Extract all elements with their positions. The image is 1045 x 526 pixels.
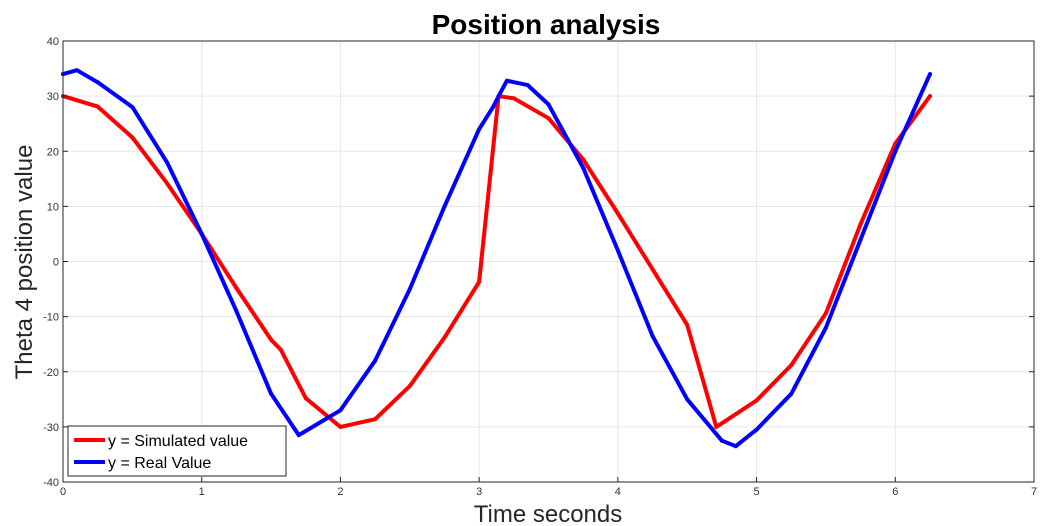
data-point-simulated [685,322,690,327]
data-point-real [546,102,551,107]
data-point-simulated [303,396,308,401]
data-point-simulated [95,104,100,109]
data-point-simulated [714,424,719,429]
data-point-real [754,427,759,432]
data-point-simulated [234,286,239,290]
x-tick-label: 7 [1031,486,1037,498]
x-tick-label: 4 [615,486,621,498]
data-point-simulated [823,311,828,316]
data-point-real [234,309,239,314]
data-point-simulated [130,135,135,140]
data-point-real [373,358,378,363]
data-point-real [74,68,79,73]
x-tick-label: 5 [754,486,760,498]
data-point-simulated [928,94,932,99]
data-point-real [269,391,274,396]
data-point-real [199,231,204,236]
chart-title: Position analysis [432,9,661,40]
data-point-simulated [278,347,283,352]
data-point-real [491,105,495,110]
data-point-real [477,127,482,132]
data-point-simulated [511,96,516,101]
y-tick-label: -20 [43,367,59,379]
x-tick-label: 3 [476,486,482,498]
legend-label-simulated: y = Simulated value [108,433,248,450]
data-point-simulated [581,157,586,162]
data-point-simulated [407,384,412,389]
data-point-simulated [650,267,655,272]
series-layer [61,68,932,449]
x-tick-label: 0 [60,486,66,498]
x-tick-label: 6 [892,486,898,498]
data-point-real [95,80,100,85]
data-point-real [442,204,447,209]
data-point-simulated [546,116,551,121]
x-tick-label: 2 [337,486,343,498]
data-point-real [581,165,586,170]
y-tick-label: 30 [47,91,59,103]
y-tick-label: -30 [43,422,59,434]
x-axis-label: Time seconds [474,501,623,526]
data-point-real [858,237,863,242]
data-point-real [733,444,738,449]
data-point-simulated [858,222,863,226]
grid-layer [63,41,1034,482]
y-tick-label: 20 [47,146,59,158]
tick-layer: 0 1 2 3 4 5 6 7 40 30 20 10 0 -10 -20 -30 -40 [43,36,1037,498]
y-axis-label: Theta 4 position value [11,145,38,380]
data-point-real [130,105,135,110]
x-tick-label: 1 [199,486,205,498]
y-tick-label: 0 [53,257,59,269]
data-point-simulated [373,417,378,422]
data-point-simulated [442,335,447,340]
data-point-real [823,325,828,330]
data-point-simulated [269,337,274,342]
data-point-real [650,333,655,338]
data-point-real [407,287,412,292]
data-point-real [719,438,724,443]
data-point-real [928,72,932,77]
data-point-real [296,433,301,438]
legend-label-real: y = Real Value [108,455,211,472]
data-point-simulated [615,211,620,216]
data-point-real [615,248,620,253]
data-point-real [685,397,690,402]
series-line-simulated [61,94,932,429]
data-point-simulated [338,424,343,429]
data-point-real [338,408,343,413]
data-point-real [165,160,169,165]
data-point-real [893,149,898,154]
legend[interactable]: y = Simulated value y = Real Value [67,425,287,477]
data-point-simulated [754,398,759,403]
y-tick-label: -40 [43,477,59,489]
data-point-real [789,391,794,396]
y-tick-label: -10 [43,312,59,324]
data-point-simulated [477,279,482,284]
data-point-simulated [165,181,169,186]
y-tick-label: 10 [47,201,59,213]
data-point-real [496,94,501,99]
legend-box [67,425,287,477]
y-tick-label: 40 [47,36,59,48]
data-point-real [525,83,530,88]
data-point-real [504,78,509,83]
data-point-simulated [789,363,794,368]
